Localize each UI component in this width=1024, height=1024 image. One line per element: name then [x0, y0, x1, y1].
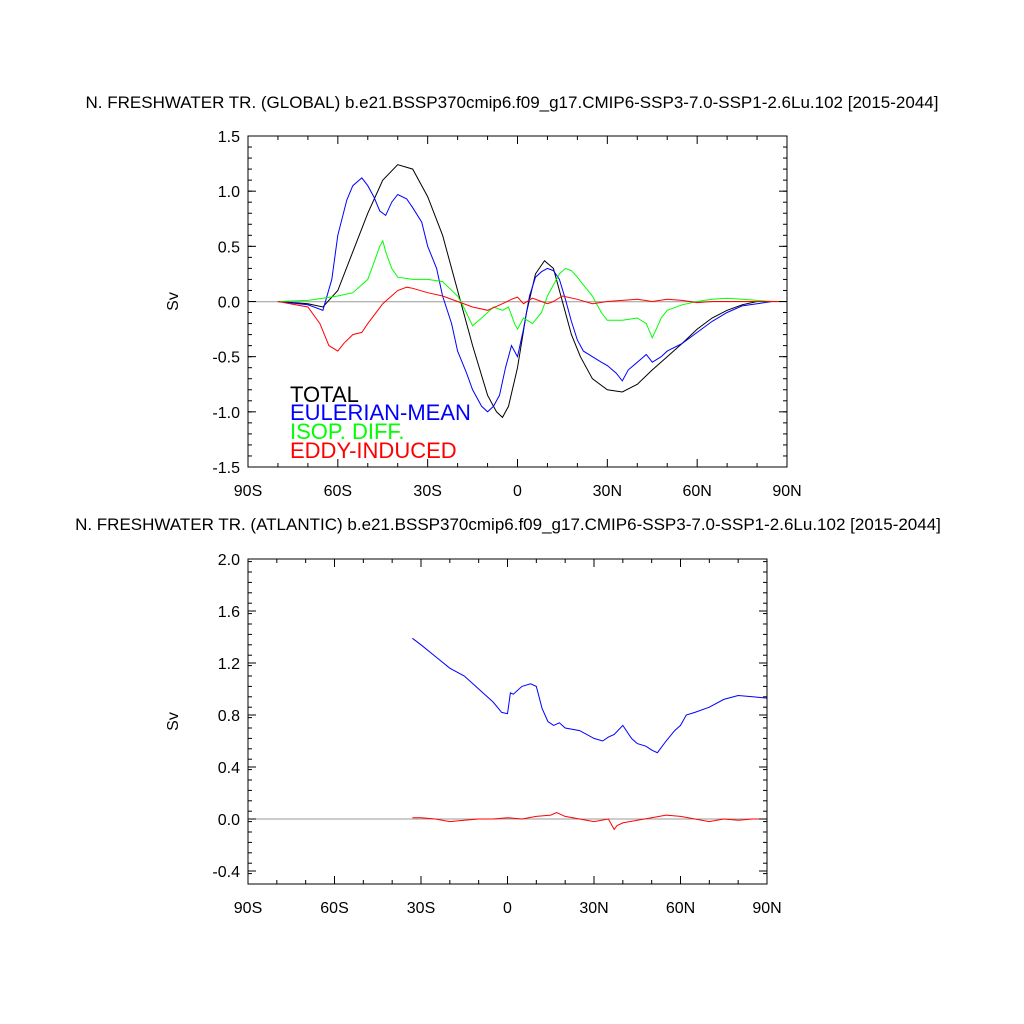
legend-eulerian-mean: EULERIAN-MEAN — [290, 400, 471, 425]
atlantic-xtick-label: 30N — [579, 900, 608, 917]
global-series-eulerian-mean — [277, 177, 787, 413]
global-series-layer — [277, 164, 787, 419]
atlantic-xtick-label: 0 — [503, 900, 512, 917]
atlantic-series-layer — [412, 637, 768, 831]
global-series-total — [277, 164, 787, 419]
global-xtick-label: 60N — [682, 483, 711, 500]
global-series-isop-diff — [277, 239, 787, 340]
global-ticks: 90S 60S 30S 0 30N 60N 90N -1.5 -1.0 -0.5 0.0 0.5 1.0… — [212, 129, 801, 500]
atlantic-xtick-label: 90N — [752, 900, 781, 917]
legend-total: TOTAL — [290, 382, 359, 407]
global-ytick-label: 0.5 — [218, 239, 240, 256]
atlantic-xtick-label: 90S — [234, 900, 262, 917]
global-ytick-label: 1.0 — [218, 184, 240, 201]
atlantic-xtick-label: 60N — [666, 900, 695, 917]
atlantic-panel: N. FRESHWATER TR. (ATLANTIC) b.e21.BSSP3… — [75, 515, 941, 917]
global-xtick-label: 0 — [513, 483, 522, 500]
atlantic-series-eddy-induced — [412, 811, 767, 831]
global-series-eddy-induced — [277, 286, 787, 352]
global-y-axis-label: Sv — [165, 292, 182, 311]
atlantic-xtick-label: 30S — [407, 900, 435, 917]
global-panel: N. FRESHWATER TR. (GLOBAL) b.e21.BSSP370… — [86, 93, 939, 500]
atlantic-plot-frame — [247, 558, 768, 885]
global-ytick-label: -1.5 — [212, 460, 240, 477]
atlantic-chart-title: N. FRESHWATER TR. (ATLANTIC) b.e21.BSSP3… — [75, 515, 941, 534]
atlantic-y-axis-label: Sv — [165, 712, 182, 731]
global-ytick-label: -0.5 — [212, 350, 240, 367]
global-xtick-label: 30S — [413, 483, 441, 500]
global-xtick-label: 90S — [234, 483, 262, 500]
global-ytick-label: 1.5 — [218, 129, 240, 146]
global-xtick-label: 30N — [593, 483, 622, 500]
legend-eddy-induced: EDDY-INDUCED — [290, 438, 457, 463]
atlantic-ytick-label: 0.0 — [218, 812, 240, 829]
atlantic-ytick-label: 1.2 — [218, 656, 240, 673]
legend-isop-diff: ISOP. DIFF. — [290, 419, 405, 444]
atlantic-ytick-label: 0.4 — [218, 760, 240, 777]
atlantic-ytick-label: -0.4 — [212, 864, 240, 881]
atlantic-xtick-label: 60S — [320, 900, 348, 917]
atlantic-series-eulerian-mean — [412, 637, 768, 754]
atlantic-ytick-label: 1.6 — [218, 604, 240, 621]
global-chart-title: N. FRESHWATER TR. (GLOBAL) b.e21.BSSP370… — [86, 93, 939, 112]
atlantic-ticks: 90S 60S 30S 0 30N 60N 90N -0.4 0.0 0.4 0.8 1.2 1.6 2.… — [212, 552, 781, 917]
global-legend: TOTAL EULERIAN-MEAN ISOP. DIFF. EDDY-IND… — [290, 382, 471, 463]
global-ytick-label: -1.0 — [212, 405, 240, 422]
atlantic-ytick-label: 2.0 — [218, 552, 240, 569]
global-ytick-label: 0.0 — [218, 295, 240, 312]
atlantic-ytick-label: 0.8 — [218, 708, 240, 725]
global-xtick-label: 60S — [324, 483, 352, 500]
global-xtick-label: 90N — [772, 483, 801, 500]
